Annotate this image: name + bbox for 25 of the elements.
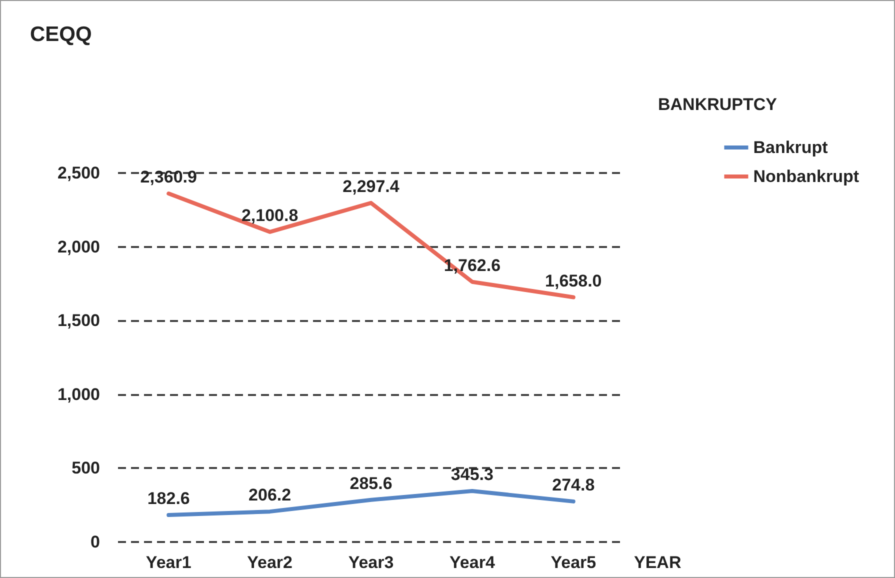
x-axis-title: YEAR: [634, 553, 682, 572]
y-tick-label: 2,500: [57, 164, 100, 182]
chart-title: CEQQ: [30, 23, 92, 46]
y-tick-label: 1,500: [57, 311, 100, 330]
y-tick-label: 1,000: [57, 384, 100, 404]
data-label: 345.3: [450, 465, 494, 484]
y-tick-label: 2,000: [57, 237, 100, 256]
y-tick-label: 500: [72, 458, 100, 478]
x-tick-label: Year5: [550, 553, 596, 572]
legend-label: Nonbankrupt: [753, 167, 860, 186]
x-tick-label: Year4: [450, 553, 496, 572]
data-label: 206.2: [248, 486, 292, 505]
legend-label: Bankrupt: [753, 138, 828, 157]
data-label: 2,100.8: [241, 206, 298, 225]
x-tick-label: Year3: [348, 553, 394, 572]
data-label: 2,360.9: [140, 168, 197, 187]
data-label: 285.6: [350, 474, 392, 493]
data-label: 182.6: [147, 489, 190, 508]
data-label: 274.8: [552, 475, 595, 494]
x-tick-label: Year1: [146, 553, 192, 572]
data-label: 2,297.4: [342, 176, 400, 196]
legend-title: BANKRUPTCY: [658, 95, 778, 114]
data-label: 1,658.0: [545, 271, 602, 290]
y-tick-label: 0: [90, 532, 100, 552]
x-tick-label: Year2: [247, 553, 292, 572]
